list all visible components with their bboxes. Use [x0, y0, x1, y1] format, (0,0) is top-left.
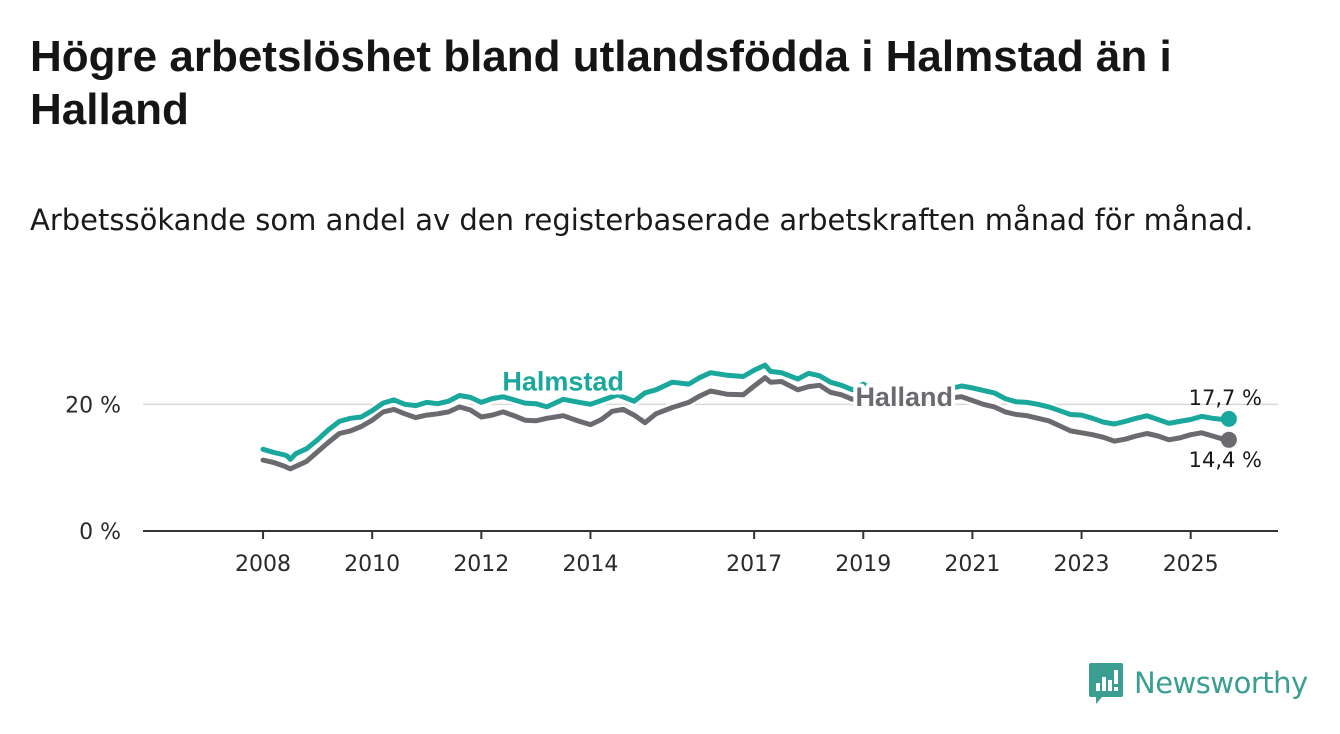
end-value-label: 14,4 %	[1189, 448, 1262, 472]
y-tick-label: 0 %	[79, 520, 121, 545]
y-tick-label: 20 %	[65, 393, 121, 418]
x-tick-label: 2023	[1054, 552, 1110, 577]
series-line-halmstad	[260, 362, 1232, 462]
x-tick-label: 2014	[562, 552, 618, 577]
x-tick-label: 2019	[835, 552, 891, 577]
series-label-halland: Halland	[855, 382, 953, 412]
newsworthy-logo-icon	[1089, 663, 1123, 704]
brand-name: Newsworthy	[1134, 666, 1308, 700]
x-tick-label: 2010	[344, 552, 400, 577]
end-point-halland	[1220, 431, 1237, 448]
chart-title: Högre arbetslöshet bland utlandsfödda i …	[30, 32, 1172, 134]
x-tick-label: 2021	[944, 552, 1000, 577]
x-tick-label: 2017	[726, 552, 782, 577]
x-tick-label: 2025	[1163, 552, 1219, 577]
chart-subtitle: Arbetssökande som andel av den registerb…	[30, 203, 1254, 237]
brand-logo: Newsworthy	[1088, 660, 1308, 706]
x-tick-label: 2008	[235, 552, 291, 577]
series-line-halland	[260, 375, 1232, 472]
end-value-label: 17,7 %	[1189, 386, 1262, 410]
series-label-halmstad: Halmstad	[502, 366, 624, 396]
x-tick-label: 2012	[453, 552, 509, 577]
end-point-halmstad	[1220, 410, 1237, 427]
